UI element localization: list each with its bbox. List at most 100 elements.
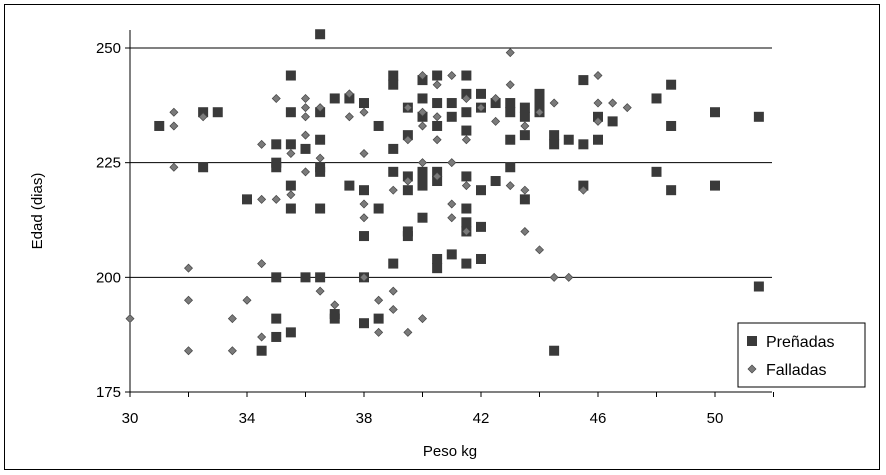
- point-diamond-76: [593, 71, 603, 81]
- point-diamond-30: [359, 107, 369, 117]
- point-square-104: [607, 116, 618, 127]
- legend-box: [737, 322, 866, 388]
- point-diamond-70: [535, 107, 544, 117]
- point-diamond-1: [169, 107, 179, 117]
- legend-marker-prenadas: [747, 336, 757, 346]
- point-diamond-67: [520, 121, 530, 131]
- y-tick-label-225: 225: [96, 155, 121, 172]
- point-square-105: [651, 93, 662, 104]
- point-diamond-33: [359, 213, 369, 223]
- point-square-16: [285, 203, 296, 214]
- point-square-96: [549, 139, 560, 150]
- point-square-73: [461, 203, 472, 214]
- point-diamond-27: [330, 300, 340, 310]
- point-diamond-72: [549, 98, 559, 108]
- point-square-2: [212, 107, 223, 118]
- point-diamond-29: [344, 112, 354, 122]
- point-square-63: [432, 253, 443, 264]
- point-diamond-25: [315, 153, 325, 163]
- point-diamond-11: [257, 139, 267, 149]
- point-square-21: [315, 107, 326, 118]
- point-diamond-51: [432, 135, 442, 145]
- point-diamond-69: [520, 226, 530, 236]
- point-diamond-37: [388, 185, 398, 195]
- point-diamond-43: [403, 327, 413, 337]
- point-square-60: [432, 120, 443, 131]
- point-square-53: [417, 111, 428, 122]
- point-square-6: [271, 139, 282, 150]
- point-diamond-10: [242, 295, 252, 305]
- point-diamond-68: [520, 185, 530, 195]
- y-axis-title: Edad (dias): [29, 173, 46, 250]
- point-square-103: [593, 134, 603, 145]
- point-square-56: [417, 180, 428, 191]
- point-square-43: [388, 166, 399, 177]
- point-square-83: [490, 176, 501, 187]
- point-diamond-13: [257, 259, 267, 269]
- point-diamond-75: [578, 185, 588, 195]
- point-square-18: [300, 143, 311, 154]
- x-axis-title: Peso kg: [423, 443, 477, 460]
- point-diamond-41: [403, 135, 413, 145]
- point-square-57: [417, 212, 428, 223]
- point-square-81: [476, 253, 486, 264]
- point-diamond-31: [359, 148, 369, 158]
- point-square-46: [402, 130, 413, 141]
- point-diamond-80: [622, 103, 632, 113]
- point-square-84: [505, 98, 516, 109]
- point-diamond-26: [315, 286, 325, 296]
- point-square-89: [519, 111, 530, 122]
- point-square-58: [432, 70, 443, 81]
- point-diamond-36: [374, 327, 384, 337]
- point-square-34: [359, 231, 369, 242]
- point-diamond-8: [227, 314, 237, 324]
- x-tick-label-42: 42: [473, 410, 490, 427]
- point-square-52: [417, 93, 428, 104]
- point-square-8: [271, 162, 282, 173]
- x-tick-label-46: 46: [590, 410, 607, 427]
- point-square-20: [315, 29, 326, 40]
- point-square-5: [256, 345, 267, 356]
- point-square-110: [710, 107, 720, 118]
- point-square-64: [432, 263, 443, 274]
- point-diamond-35: [374, 295, 384, 305]
- series-0: [154, 29, 764, 356]
- point-diamond-56: [447, 213, 457, 223]
- point-diamond-12: [257, 194, 267, 204]
- point-diamond-48: [418, 314, 427, 324]
- point-square-44: [388, 258, 399, 269]
- point-diamond-38: [388, 286, 398, 296]
- point-square-13: [285, 107, 296, 118]
- point-square-1: [198, 107, 209, 118]
- point-square-91: [519, 194, 530, 205]
- point-square-26: [315, 272, 326, 283]
- point-square-99: [578, 75, 589, 86]
- point-square-42: [388, 143, 399, 154]
- point-square-70: [461, 107, 472, 118]
- point-square-14: [285, 139, 296, 150]
- point-diamond-2: [169, 121, 179, 131]
- point-square-29: [329, 313, 340, 324]
- point-square-25: [315, 203, 326, 214]
- point-diamond-14: [257, 332, 267, 342]
- y-tick-label-175: 175: [96, 384, 121, 401]
- point-square-9: [271, 272, 282, 283]
- point-square-36: [359, 318, 369, 329]
- point-square-71: [461, 125, 472, 136]
- legend: Preñadas Falladas: [737, 322, 866, 388]
- point-square-33: [359, 185, 369, 196]
- point-square-59: [432, 98, 443, 109]
- point-diamond-19: [301, 93, 310, 103]
- point-diamond-57: [461, 93, 471, 103]
- point-diamond-49: [432, 80, 442, 90]
- y-tick-label-250: 250: [96, 40, 121, 57]
- point-square-107: [666, 79, 677, 90]
- point-square-79: [476, 185, 486, 196]
- y-tick-labels: 175 200 225 250: [96, 40, 130, 401]
- point-diamond-17: [286, 148, 296, 158]
- point-square-87: [505, 162, 516, 173]
- point-square-74: [461, 217, 472, 228]
- point-diamond-22: [301, 130, 310, 140]
- point-diamond-71: [535, 245, 544, 255]
